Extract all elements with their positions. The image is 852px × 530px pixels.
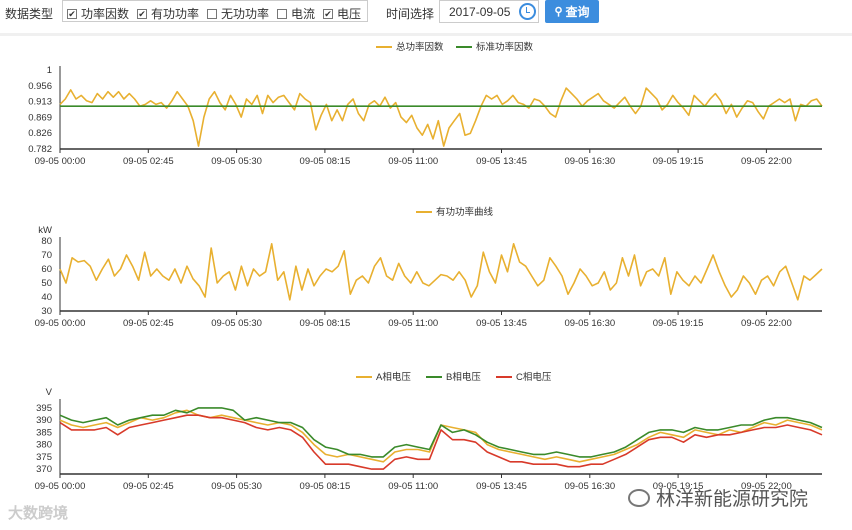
x-tick-label: 09-05 00:00 (35, 481, 86, 492)
x-tick-label: 09-05 11:00 (388, 156, 438, 167)
legend-label: A相电压 (376, 371, 411, 383)
x-tick-label: 09-05 11:00 (388, 481, 438, 492)
divider (0, 33, 852, 36)
y-tick-label: 60 (41, 264, 52, 275)
x-tick-label: 09-05 11:00 (388, 318, 438, 329)
y-tick-label: 0.826 (28, 128, 52, 139)
search-icon: ⚲ (554, 6, 563, 18)
x-tick-label: 09-05 08:15 (300, 156, 351, 167)
watermark-right-text: 林洋新能源研究院 (656, 489, 809, 510)
x-tick-label: 09-05 08:15 (300, 318, 351, 329)
y-tick-label: 30 (41, 306, 52, 317)
x-tick-label: 09-05 02:45 (123, 156, 174, 167)
query-button-label: 查询 (565, 5, 590, 19)
option-current[interactable]: 电流 (277, 5, 315, 22)
y-tick-label: 370 (36, 464, 52, 475)
x-tick-label: 09-05 00:00 (35, 318, 86, 329)
y-tick-label: 380 (36, 440, 52, 451)
x-tick-label: 09-05 19:15 (653, 156, 704, 167)
x-tick-label: 09-05 05:30 (211, 481, 262, 492)
watermark-right: 林洋新能源研究院 (628, 484, 808, 511)
series-line (59, 87, 823, 147)
checkbox-active-power[interactable]: ✔ (137, 8, 147, 19)
option-reactive-power[interactable]: 无功功率 (207, 5, 269, 22)
data-type-group: ✔ 功率因数 ✔ 有功功率 无功功率 电流 ✔ 电压 (62, 0, 368, 22)
query-button[interactable]: ⚲ 查询 (545, 0, 599, 23)
x-tick-label: 09-05 13:45 (476, 481, 527, 492)
series-line (59, 242, 823, 301)
y-tick-label: 0.913 (28, 97, 52, 108)
time-label: 时间选择 (386, 7, 435, 21)
legend-label: B相电压 (446, 371, 481, 383)
wechat-icon (628, 488, 650, 507)
checkbox-power-factor[interactable]: ✔ (67, 8, 77, 19)
watermark-left: 大数跨境 (8, 505, 69, 522)
legend-label: C相电压 (516, 371, 552, 383)
option-label: 电压 (337, 7, 362, 21)
y-tick-label: 395 (36, 403, 52, 414)
x-tick-label: 09-05 22:00 (741, 156, 792, 167)
y-tick-label: 0.782 (28, 144, 52, 155)
data-type-label: 数据类型 (5, 7, 54, 21)
option-label: 电流 (291, 7, 316, 21)
y-tick-label: 40 (41, 292, 52, 303)
x-tick-label: 09-05 00:00 (35, 156, 86, 167)
checkbox-current[interactable] (277, 8, 287, 19)
legend-label: 标准功率因数 (476, 41, 534, 53)
series-line (59, 407, 823, 458)
x-tick-label: 09-05 13:45 (476, 156, 527, 167)
legend-label: 有功功率曲线 (436, 206, 494, 218)
series-line (59, 414, 823, 470)
x-tick-label: 09-05 02:45 (123, 318, 174, 329)
y-tick-label: 390 (36, 415, 52, 426)
y-axis-label: kW (38, 225, 52, 236)
y-tick-label: 0.869 (28, 112, 52, 123)
x-tick-label: 09-05 02:45 (123, 481, 174, 492)
x-tick-label: 09-05 16:30 (564, 318, 615, 329)
y-tick-label: 0.956 (28, 81, 52, 92)
legend-label: 总功率因数 (396, 41, 444, 53)
active-power-chart: 80 70 60 50 40 30 kW 09-05 00:00 09-05 02:45 09-0… (35, 206, 823, 329)
x-tick-label: 09-05 22:00 (741, 318, 792, 329)
y-tick-label: 80 (41, 236, 52, 247)
date-value: 2017-09-05 (449, 5, 511, 19)
x-tick-label: 09-05 16:30 (564, 156, 615, 167)
y-tick-label: 385 (36, 427, 52, 438)
x-tick-label: 09-05 13:45 (476, 318, 527, 329)
x-tick-label: 09-05 05:30 (211, 318, 262, 329)
option-active-power[interactable]: ✔ 有功功率 (137, 5, 199, 22)
date-input[interactable]: 2017-09-05 (439, 0, 539, 23)
clock-icon[interactable] (519, 3, 536, 20)
option-label: 有功功率 (151, 7, 200, 21)
checkbox-voltage[interactable]: ✔ (323, 8, 333, 19)
option-power-factor[interactable]: ✔ 功率因数 (67, 5, 129, 22)
y-tick-label: 70 (41, 250, 52, 261)
y-axis-label: V (46, 387, 53, 398)
x-tick-label: 09-05 05:30 (211, 156, 262, 167)
y-tick-label: 1 (47, 65, 52, 76)
option-label: 功率因数 (81, 7, 130, 21)
x-tick-label: 09-05 19:15 (653, 318, 704, 329)
y-tick-label: 375 (36, 452, 52, 463)
x-tick-label: 09-05 19:15 (653, 481, 704, 492)
y-tick-label: 50 (41, 278, 52, 289)
x-tick-label: 09-05 16:30 (564, 481, 615, 492)
option-voltage[interactable]: ✔ 电压 (323, 5, 361, 22)
checkbox-reactive-power[interactable] (207, 8, 217, 19)
x-tick-label: 09-05 08:15 (300, 481, 351, 492)
filter-toolbar: 数据类型 ✔ 功率因数 ✔ 有功功率 无功功率 电流 ✔ 电压 时间选择 2017-0… (0, 0, 852, 26)
option-label: 无功功率 (221, 7, 270, 21)
x-tick-label: 09-05 22:00 (741, 481, 792, 492)
